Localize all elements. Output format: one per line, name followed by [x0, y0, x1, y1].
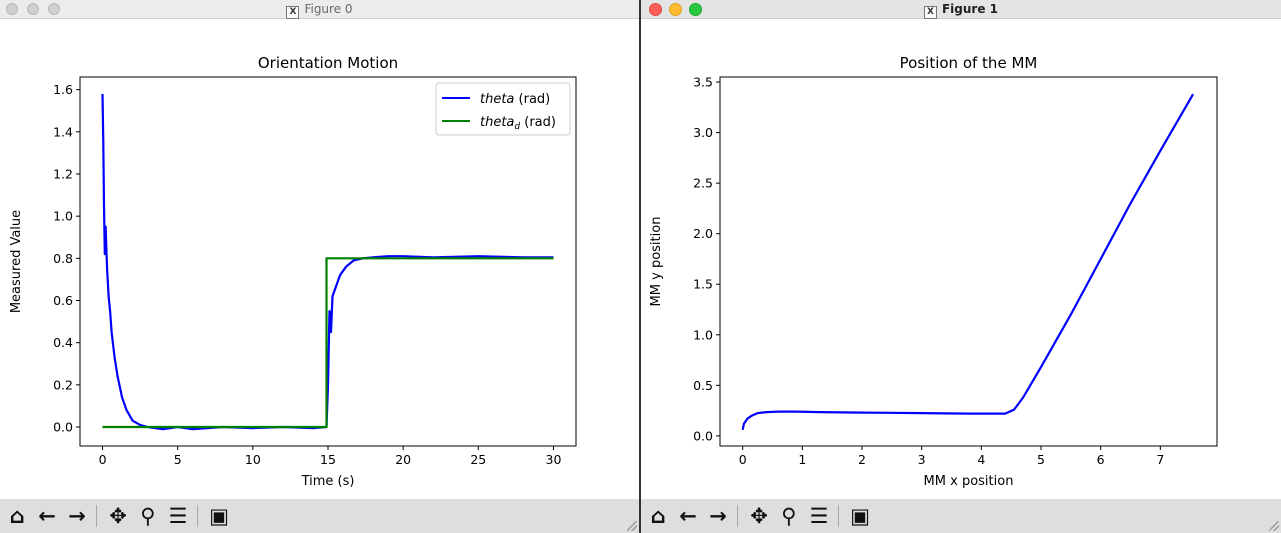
- window-title: Figure 1: [941, 2, 999, 16]
- y-tick-label: 1.0: [53, 209, 73, 224]
- back-arrow-icon[interactable]: ←: [38, 504, 56, 528]
- window-divider: [639, 0, 641, 533]
- y-tick-label: 2.0: [693, 226, 713, 241]
- close-button[interactable]: [6, 3, 18, 15]
- x-tick-label: 3: [918, 452, 926, 467]
- toolbar-separator: [197, 505, 198, 527]
- x-axis-label: Time (s): [301, 474, 355, 489]
- x11-icon: X: [923, 6, 937, 19]
- x-tick-label: 5: [1037, 452, 1045, 467]
- chart-title: Orientation Motion: [258, 54, 398, 72]
- forward-arrow-icon[interactable]: →: [709, 504, 727, 528]
- y-tick-label: 3.0: [693, 125, 713, 140]
- navigation-toolbar: ⌂ ← → ✥ ⚲ ☰ ▣: [0, 499, 639, 533]
- toolbar-separator: [737, 505, 738, 527]
- minimize-button[interactable]: [27, 3, 39, 15]
- y-tick-label: 1.5: [693, 277, 713, 292]
- maximize-button[interactable]: [48, 3, 60, 15]
- mm-position-chart[interactable]: Position of the MM 0 1 2 3 4 5 6 7 0.0 0.5 1.0 1.5 2.…: [641, 19, 1281, 499]
- x-tick-label: 0: [99, 452, 107, 467]
- y-tick-label: 0.2: [53, 377, 73, 392]
- y-tick-label: 0.4: [53, 335, 73, 350]
- y-tick-label: 0.8: [53, 251, 73, 266]
- toolbar-separator: [838, 505, 839, 527]
- y-tick-label: 3.5: [693, 75, 713, 90]
- save-icon[interactable]: ▣: [209, 504, 229, 528]
- save-icon[interactable]: ▣: [850, 504, 870, 528]
- toolbar-separator: [96, 505, 97, 527]
- y-tick-label: 0.0: [693, 428, 713, 443]
- x-axis-label: MM x position: [924, 474, 1014, 489]
- x-tick-label: 1: [798, 452, 806, 467]
- zoom-icon[interactable]: ⚲: [140, 504, 156, 528]
- window-title: Figure 0: [304, 2, 353, 16]
- x-tick-label: 30: [546, 452, 562, 467]
- x-tick-label: 7: [1156, 452, 1164, 467]
- home-icon[interactable]: ⌂: [650, 504, 666, 528]
- x-tick-label: 15: [320, 452, 336, 467]
- y-tick-label: 2.5: [693, 176, 713, 191]
- y-axis-label: Measured Value: [9, 210, 24, 313]
- x-tick-label: 2: [858, 452, 866, 467]
- y-tick-label: 0.6: [53, 293, 73, 308]
- y-axis-label: MM y position: [649, 217, 664, 307]
- x-tick-label: 10: [245, 452, 261, 467]
- x-tick-label: 0: [739, 452, 747, 467]
- home-icon[interactable]: ⌂: [9, 504, 25, 528]
- x-tick-label: 5: [174, 452, 182, 467]
- chart-title: Position of the MM: [900, 54, 1038, 72]
- resize-grip[interactable]: [1269, 521, 1279, 531]
- navigation-toolbar: ⌂ ← → ✥ ⚲ ☰ ▣: [641, 499, 1281, 533]
- y-tick-label: 1.2: [53, 166, 73, 181]
- y-tick-label: 0.5: [693, 378, 713, 393]
- configure-subplots-icon[interactable]: ☰: [809, 504, 829, 528]
- minimize-button[interactable]: [669, 3, 682, 16]
- series-line-0: [741, 93, 1195, 431]
- legend-entry: thetad (rad): [480, 115, 556, 132]
- y-tick-label: 0.0: [53, 420, 73, 435]
- resize-grip[interactable]: [627, 521, 637, 531]
- x-tick-label: 6: [1097, 452, 1105, 467]
- legend-entry: theta (rad): [480, 92, 550, 107]
- x-tick-label: 20: [395, 452, 411, 467]
- figure-0-window: X Figure 0 Orientation Motion 0 5 10 15 20 25 30…: [0, 0, 639, 533]
- orientation-motion-chart[interactable]: Orientation Motion 0 5 10 15 20 25 30 0.0 0.2 0.4 0…: [0, 19, 639, 499]
- pan-icon[interactable]: ✥: [750, 504, 768, 528]
- y-tick-label: 1.4: [53, 124, 73, 139]
- pan-icon[interactable]: ✥: [109, 504, 127, 528]
- configure-subplots-icon[interactable]: ☰: [168, 504, 188, 528]
- y-tick-label: 1.0: [693, 327, 713, 342]
- back-arrow-icon[interactable]: ←: [679, 504, 697, 528]
- y-tick-label: 1.6: [53, 82, 73, 97]
- figure-1-window: X Figure 1 Position of the MM 0 1 2 3 4 5 6 7 0.0 0…: [641, 0, 1281, 533]
- title-bar[interactable]: X Figure 0: [0, 0, 639, 19]
- x-tick-label: 25: [470, 452, 486, 467]
- x11-icon: X: [286, 6, 300, 19]
- title-bar[interactable]: X Figure 1: [641, 0, 1281, 19]
- x-tick-label: 4: [977, 452, 985, 467]
- close-button[interactable]: [649, 3, 662, 16]
- axes-frame: [719, 76, 1218, 447]
- zoom-icon[interactable]: ⚲: [781, 504, 797, 528]
- series-line-1: [102, 257, 554, 429]
- series-line-0: [101, 93, 554, 431]
- forward-arrow-icon[interactable]: →: [68, 504, 86, 528]
- maximize-button[interactable]: [689, 3, 702, 16]
